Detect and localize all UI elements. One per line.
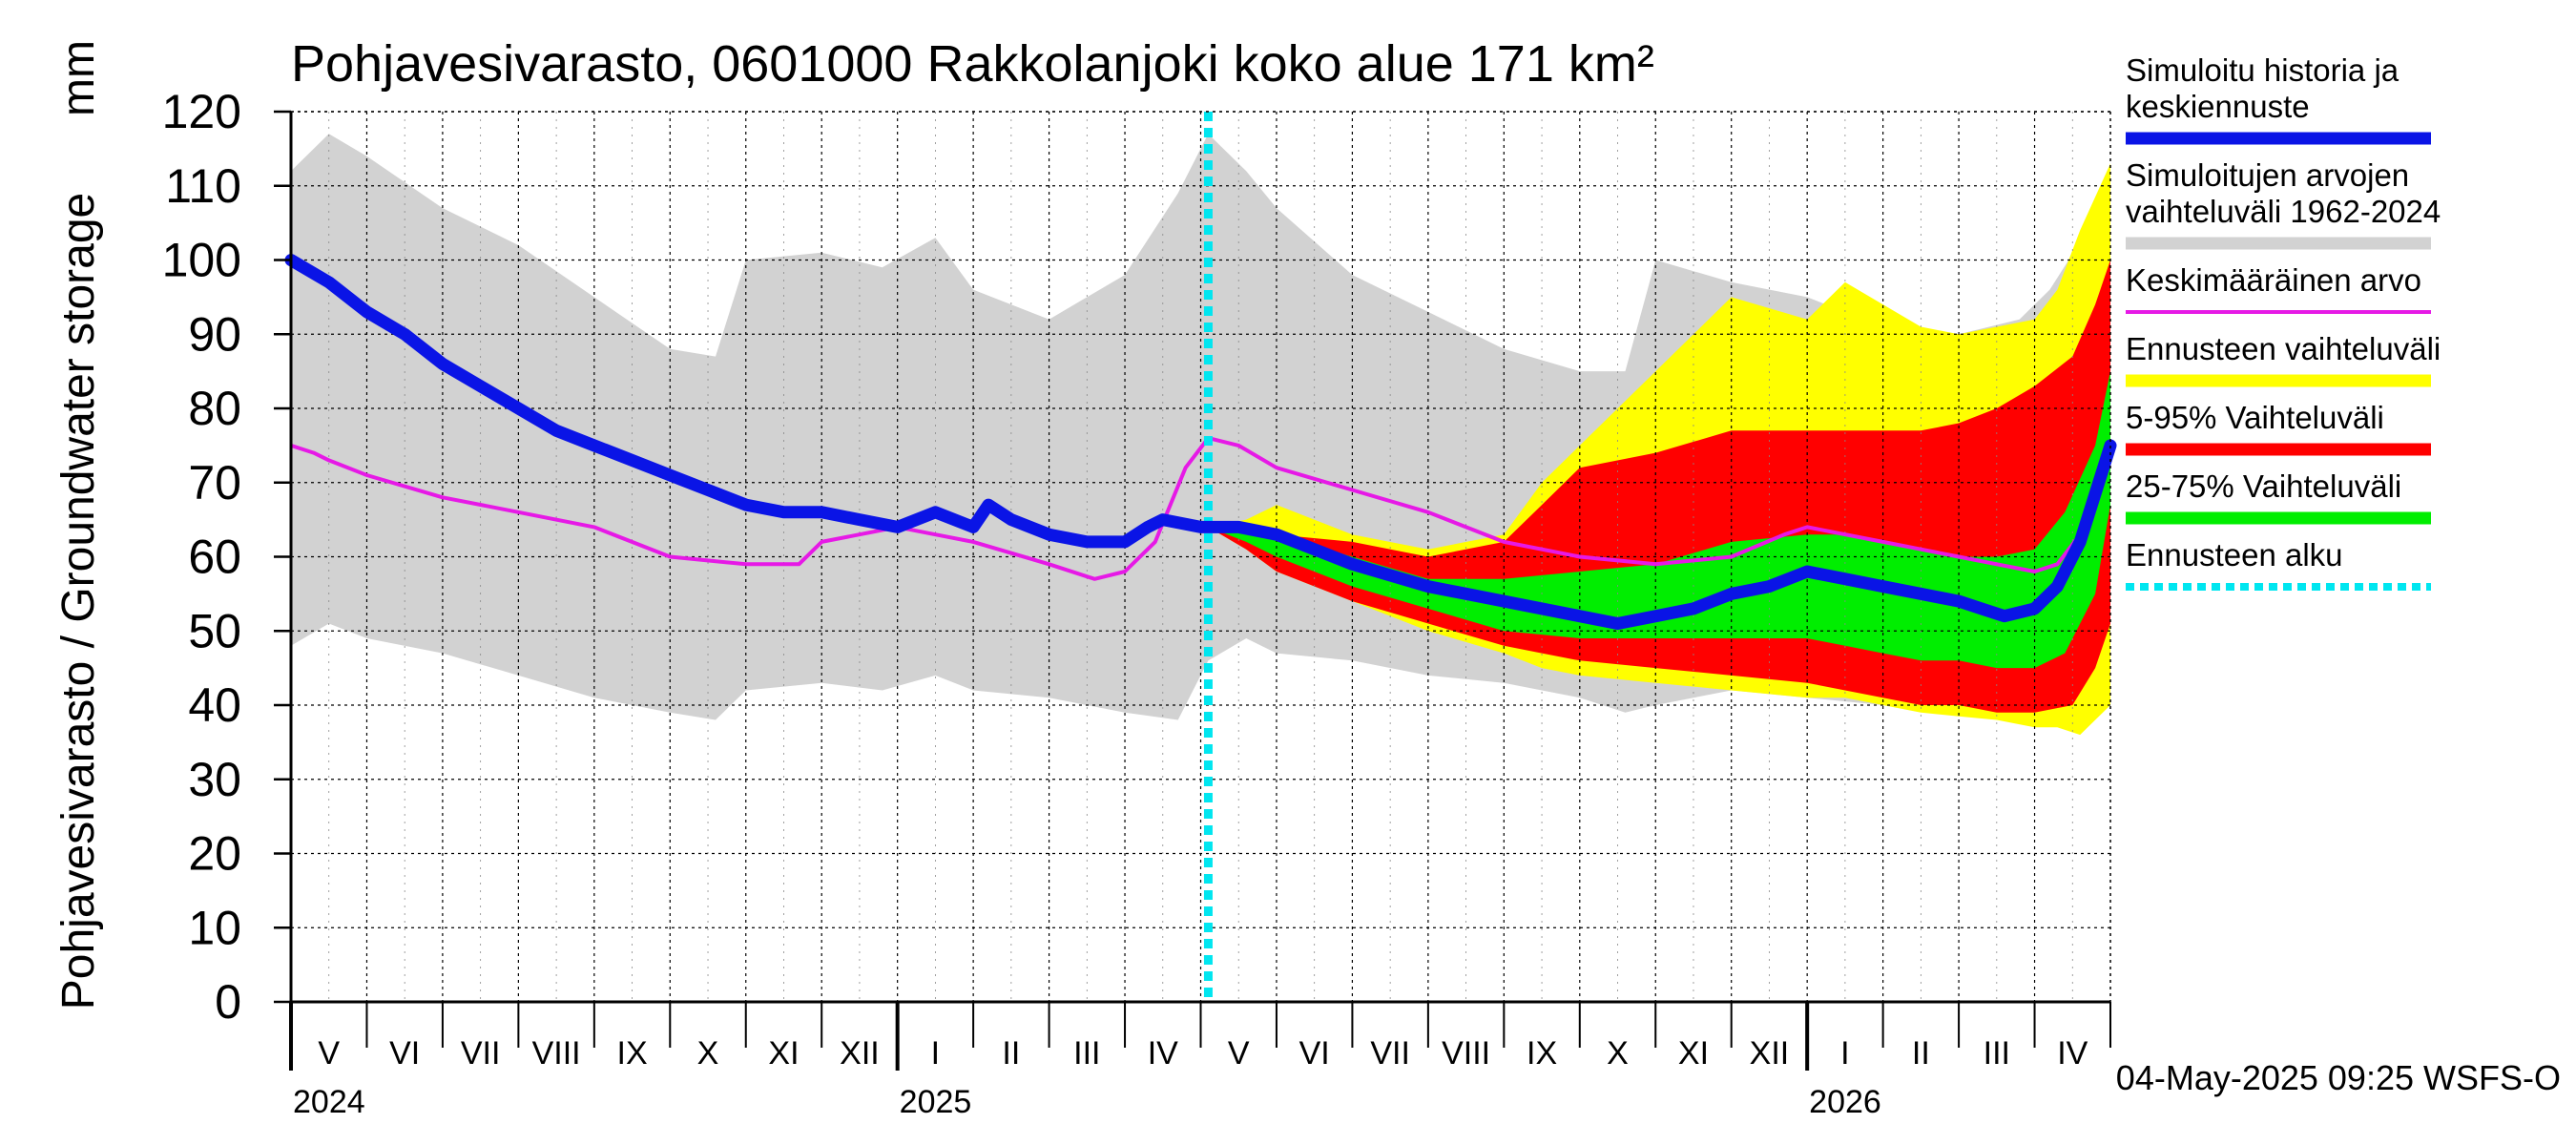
y-axis-label: Pohjavesivarasto / Groundwater storage	[53, 193, 104, 1010]
x-month-label: XII	[840, 1035, 880, 1072]
x-month-label: IV	[2057, 1035, 2088, 1072]
y-tick-label: 80	[188, 382, 241, 435]
x-month-label: V	[1228, 1035, 1250, 1072]
y-tick-label: 20	[188, 827, 241, 881]
y-tick-label: 60	[188, 531, 241, 584]
legend-label: Ennusteen alku	[2126, 537, 2343, 572]
x-month-label: IX	[617, 1035, 648, 1072]
grid-layer	[291, 111, 2110, 1002]
x-month-label: VIII	[532, 1035, 581, 1072]
x-month-label: XI	[768, 1035, 799, 1072]
y-tick-label: 90	[188, 307, 241, 361]
x-month-label: I	[931, 1035, 940, 1072]
mean-value-line	[290, 436, 2112, 581]
legend-label: Keskimääräinen arvo	[2126, 262, 2421, 298]
legend-label: Simuloitujen arvojen	[2126, 157, 2409, 193]
x-month-label: V	[318, 1035, 340, 1072]
x-month-label: II	[1912, 1035, 1930, 1072]
legend-label: 5-95% Vaihteluväli	[2126, 400, 2384, 435]
legend-label: vaihteluväli 1962-2024	[2126, 194, 2441, 229]
x-year-label-2026: 2026	[1809, 1084, 1881, 1120]
x-month-label: VI	[389, 1035, 420, 1072]
x-month-label: XI	[1678, 1035, 1709, 1072]
legend-label: Simuloitu historia ja	[2126, 52, 2399, 88]
y-tick-label: 0	[215, 975, 241, 1029]
footer-timestamp: 04-May-2025 09:25 WSFS-O	[2116, 1058, 2561, 1097]
x-month-label: XII	[1750, 1035, 1790, 1072]
x-month-label: VII	[1370, 1035, 1410, 1072]
x-month-label: VII	[461, 1035, 501, 1072]
x-year-label-2024: 2024	[293, 1084, 365, 1120]
x-month-label: III	[1984, 1035, 2010, 1072]
legend-label: keskiennuste	[2126, 89, 2310, 124]
x-month-label: II	[1002, 1035, 1020, 1072]
y-tick-label: 40	[188, 678, 241, 732]
y-tick-label: 50	[188, 604, 241, 657]
x-year-label-2025: 2025	[900, 1084, 972, 1120]
lines-layer	[284, 112, 2117, 1002]
x-month-label: VI	[1299, 1035, 1330, 1072]
x-month-label: X	[697, 1035, 719, 1072]
legend-label: 25-75% Vaihteluväli	[2126, 468, 2401, 504]
chart-title: Pohjavesivarasto, 0601000 Rakkolanjoki k…	[291, 35, 1654, 93]
y-axis-unit: mm	[53, 40, 104, 116]
y-tick-label: 110	[165, 159, 241, 213]
x-month-label: III	[1073, 1035, 1100, 1072]
y-tick-label: 70	[188, 456, 241, 510]
y-tick-label: 100	[162, 234, 241, 287]
legend-label: Ennusteen vaihteluväli	[2126, 331, 2441, 366]
simulated-history-line	[284, 254, 2117, 630]
y-tick-label: 30	[188, 753, 241, 806]
x-month-label: IV	[1148, 1035, 1178, 1072]
x-month-label: VIII	[1442, 1035, 1490, 1072]
x-month-label: X	[1607, 1035, 1629, 1072]
y-tick-label: 120	[162, 85, 241, 138]
x-month-label: I	[1840, 1035, 1849, 1072]
x-month-label: IX	[1527, 1035, 1557, 1072]
y-tick-label: 10	[188, 901, 241, 954]
